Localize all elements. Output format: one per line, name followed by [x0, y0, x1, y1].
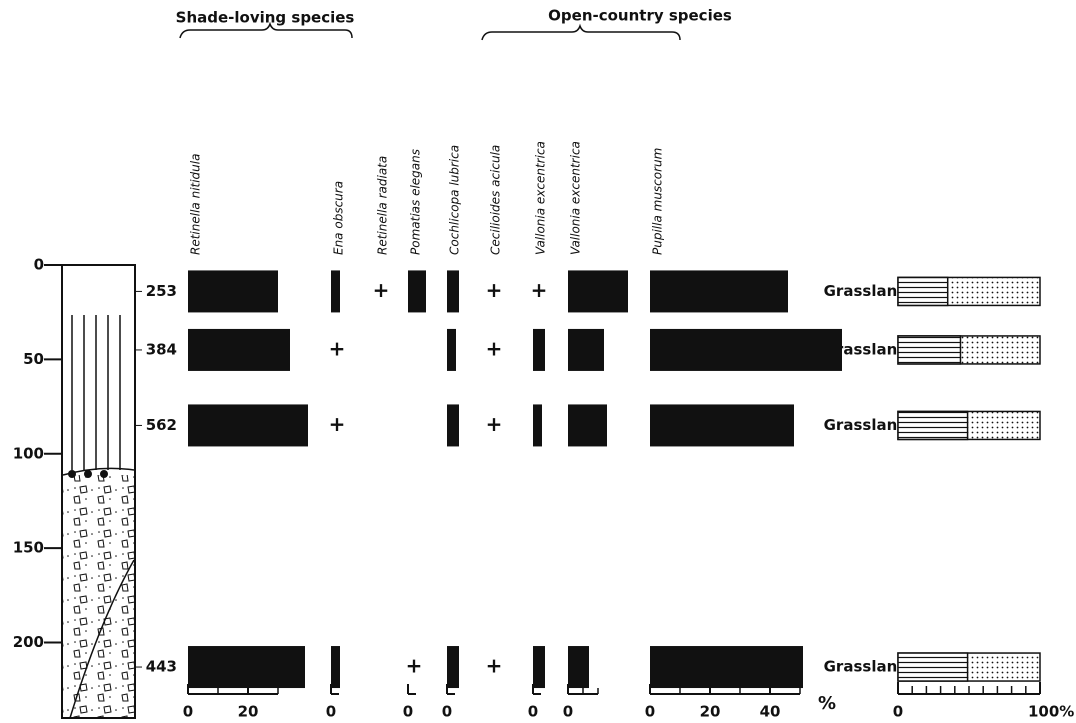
species-name: Retinella radiata [376, 156, 390, 255]
soil-profile [62, 265, 135, 718]
bar [447, 646, 459, 688]
presence-mark: + [329, 412, 346, 436]
bar [331, 646, 340, 688]
bar [568, 270, 628, 312]
x-tick-label: 0 [442, 703, 452, 721]
species-name: Ena obscura [332, 181, 346, 255]
sample-count: 562 [146, 416, 177, 434]
bar [447, 404, 459, 446]
presence-mark: + [373, 278, 390, 302]
bar [447, 329, 456, 371]
presence-mark: + [329, 336, 346, 360]
x-tick-label: 0 [183, 703, 193, 721]
percent-unit: % [818, 693, 836, 714]
bar [188, 404, 308, 446]
habitat-label: Grassland [824, 282, 908, 300]
bar [533, 329, 545, 371]
x-tick-label: 20 [238, 703, 259, 721]
shade-loving-share [898, 653, 968, 681]
shade-loving-share [898, 336, 960, 364]
chart: Shade-loving species Open-country specie… [0, 0, 1076, 723]
habitat-label: Grassland [824, 416, 908, 434]
bar [408, 270, 426, 312]
bar [650, 329, 842, 371]
bar [650, 404, 794, 446]
y-tick-label: 150 [13, 539, 44, 557]
x-tick-label: 0 [893, 703, 903, 721]
y-tick-label: 200 [13, 633, 44, 651]
species-name: Vallonia excentrica [569, 141, 583, 255]
bar [188, 329, 290, 371]
shade-loving-share [898, 411, 968, 439]
sample-count: 443 [146, 658, 177, 676]
species-name: Vallonia excentrica [534, 141, 548, 255]
presence-mark: + [486, 336, 503, 360]
x-tick-label: 0 [563, 703, 573, 721]
bar [447, 270, 459, 312]
bar [568, 404, 607, 446]
bar [188, 646, 305, 688]
species-name: Cochlicopa lubrica [448, 145, 462, 255]
y-tick-label: 50 [23, 350, 44, 368]
presence-mark: + [486, 278, 503, 302]
y-tick-label: 0 [34, 256, 44, 274]
presence-mark: + [486, 412, 503, 436]
bar [650, 270, 788, 312]
bar [568, 329, 604, 371]
bar [650, 646, 803, 688]
bar [331, 270, 340, 312]
x-tick-label: 0 [528, 703, 538, 721]
x-tick-label: 0 [645, 703, 655, 721]
sample-count: 253 [146, 282, 177, 300]
habitat-label: Grassland [824, 658, 908, 676]
bar [568, 646, 589, 688]
bar [533, 404, 542, 446]
bar [533, 646, 545, 688]
presence-mark: + [531, 278, 548, 302]
species-name: Pupilla muscorum [651, 148, 665, 255]
presence-mark: + [406, 654, 423, 678]
x-tick-label: 0 [326, 703, 336, 721]
y-tick-label: 100 [13, 444, 44, 462]
shade-loving-share [898, 277, 948, 305]
species-name: Cecilioides acicula [489, 145, 503, 255]
x-tick-label: 100% [1028, 703, 1074, 721]
species-name: Retinella nitidula [189, 154, 203, 255]
bar [188, 270, 278, 312]
x-tick-label: 40 [760, 703, 781, 721]
x-tick-label: 20 [700, 703, 721, 721]
presence-mark: + [486, 654, 503, 678]
sample-count: 384 [146, 340, 177, 358]
species-name: Pomatias elegans [409, 149, 423, 255]
group-label: Open-country species [548, 7, 732, 25]
x-tick-label: 0 [403, 703, 413, 721]
group-label: Shade-loving species [176, 9, 355, 27]
